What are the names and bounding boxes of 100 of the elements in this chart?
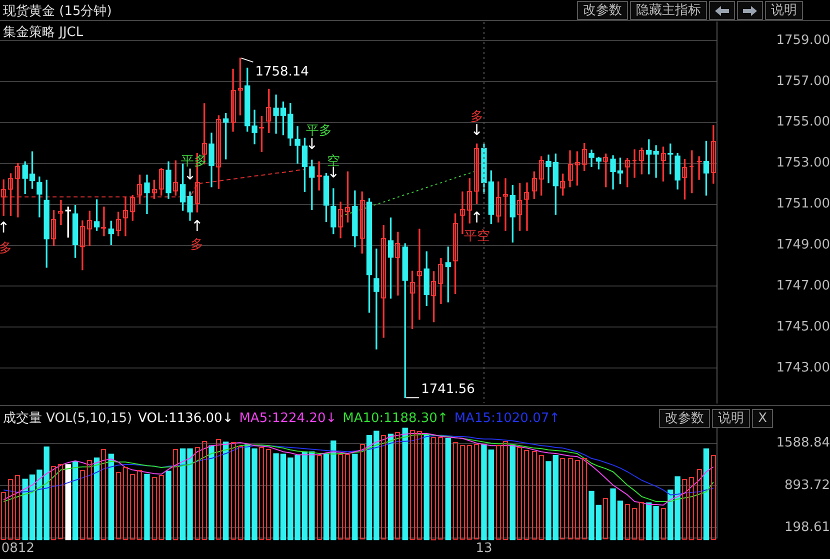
bar	[524, 450, 529, 540]
bar	[532, 451, 537, 540]
bar	[424, 434, 430, 540]
bar	[417, 431, 422, 540]
bar	[72, 461, 78, 540]
candlestick	[395, 232, 400, 296]
series-label: MA5:1224.20↓	[239, 411, 337, 426]
annotation: 平空	[464, 229, 490, 244]
bar	[568, 458, 573, 540]
bar	[639, 502, 644, 540]
candlestick	[231, 68, 236, 132]
candlestick	[80, 220, 85, 270]
annotation: 1741.56	[421, 382, 475, 398]
y-tick-label: 893.72	[784, 478, 830, 493]
bar	[208, 445, 214, 540]
candlestick	[15, 163, 20, 218]
bar	[216, 439, 221, 540]
bar	[80, 470, 85, 540]
bar	[582, 458, 587, 540]
bar	[453, 442, 458, 540]
bar	[152, 477, 157, 540]
series-label: MA10:1188.30↑	[342, 411, 448, 426]
candlestick	[123, 196, 128, 236]
x-tick-label: 13	[476, 541, 492, 556]
bar	[410, 430, 415, 540]
bar	[360, 444, 365, 540]
bar	[438, 437, 443, 540]
y-tick-label: 1588.84	[776, 436, 830, 451]
bar	[517, 447, 522, 540]
x-tick-label: 0812	[1, 541, 34, 556]
candlestick	[58, 200, 63, 226]
bar	[116, 472, 121, 540]
series-label: VOL:1136.00↓	[138, 411, 234, 426]
bar	[460, 445, 465, 540]
bar	[15, 475, 20, 540]
chart-subtitle: 集金策略 JJCL	[3, 24, 84, 41]
bar	[231, 442, 236, 540]
candlestick	[338, 202, 343, 238]
bar	[87, 460, 92, 540]
bar	[496, 445, 501, 540]
annotation: 改参数	[659, 409, 710, 428]
bar	[137, 470, 142, 540]
annotation: ↑	[190, 216, 204, 235]
text: 隐藏主指标	[630, 1, 707, 20]
bar	[266, 449, 271, 540]
bar	[697, 469, 702, 540]
y-tick-label: 1755.00	[776, 114, 830, 130]
text: 改参数	[577, 1, 628, 20]
bar	[661, 508, 666, 540]
candlestick	[460, 191, 465, 234]
candlestick	[568, 150, 573, 188]
annotation: ↑	[0, 218, 10, 236]
text: 说明	[765, 1, 803, 20]
y-tick-label: 1745.00	[776, 320, 830, 335]
bar	[388, 434, 394, 540]
bar	[166, 470, 172, 540]
bar	[8, 479, 13, 540]
bar	[195, 447, 200, 540]
bar	[1, 492, 6, 540]
bar	[560, 458, 565, 540]
candlestick	[524, 182, 529, 231]
bar	[259, 447, 264, 540]
bar	[402, 428, 408, 540]
candlestick	[417, 228, 422, 320]
bar	[223, 442, 229, 540]
bar	[575, 460, 580, 540]
bar	[123, 467, 128, 540]
annotation: 1758.14	[255, 64, 309, 80]
bar	[682, 479, 687, 540]
text: X	[752, 409, 773, 428]
bar	[130, 474, 135, 540]
bar	[58, 464, 63, 540]
y-tick-label: 1751.00	[776, 196, 830, 212]
bar	[238, 446, 243, 540]
bar	[632, 508, 637, 540]
bar	[202, 441, 207, 540]
y-tick-label: 1749.00	[776, 238, 830, 253]
bar	[474, 444, 479, 540]
y-tick-label: 1753.00	[776, 156, 830, 171]
annotation: 多	[0, 240, 12, 256]
bar	[101, 449, 106, 540]
bar	[381, 435, 386, 540]
bar	[108, 454, 114, 540]
y-tick-label: 1747.00	[776, 278, 830, 294]
bar	[445, 438, 451, 540]
candlestick	[317, 161, 322, 191]
series-label: MA15:1020.07↑	[454, 411, 560, 426]
bar	[317, 455, 322, 540]
bar	[539, 455, 544, 540]
candlestick	[503, 178, 508, 231]
bar	[510, 444, 516, 540]
y-tick-label: 1757.00	[776, 74, 830, 89]
bar	[173, 449, 178, 540]
candlestick	[101, 206, 106, 236]
bar	[65, 464, 71, 540]
bar	[395, 432, 400, 540]
annotation: 多	[190, 237, 204, 252]
bar	[352, 454, 358, 540]
candlestick	[438, 258, 443, 304]
bar	[689, 477, 694, 540]
